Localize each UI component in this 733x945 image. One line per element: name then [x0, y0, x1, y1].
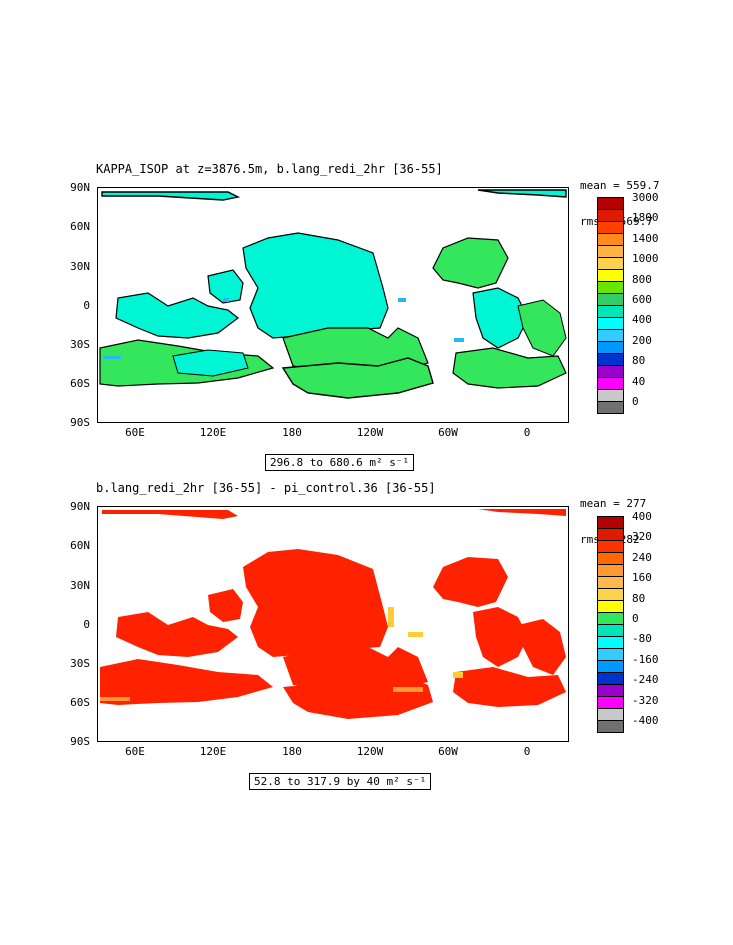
panel-1-arctic-east: [477, 189, 567, 198]
panel-1-title: KAPPA_ISOP at z=3876.5m, b.lang_redi_2hr…: [96, 162, 443, 176]
panel-1-atlantic-south: [452, 347, 567, 389]
panel-1-atlantic-mid: [472, 287, 529, 349]
panel-1-edge-2: [454, 338, 464, 342]
panel-1-colorbar-swatch: [597, 401, 624, 414]
panel-2-xlabel-180: 180: [282, 745, 302, 758]
panel-2-ylabel-90s: 90S: [70, 735, 90, 748]
panel-1-stats: mean = 559.7 rms = 569.7: [580, 156, 659, 252]
panel-1-colorbar-label: 1000: [632, 252, 659, 266]
panel-1-edge-3: [103, 356, 121, 359]
panel-2-arctic-east: [478, 509, 566, 516]
panel-2-ylabel-90n: 90N: [70, 500, 90, 513]
panel-2-colorbar-label: -160: [632, 652, 659, 666]
panel-2-xlabel-120w: 120W: [356, 745, 384, 758]
panel-1-colorbar-label: 1400: [632, 231, 659, 245]
panel-1-pacific: [242, 232, 389, 339]
panel-2-colorbar-label: -240: [632, 673, 659, 687]
panel-2-atlantic-mid: [473, 607, 528, 667]
panel-2-indian-east: [208, 589, 243, 622]
panel-2-xlabel-60e: 60E: [125, 745, 145, 758]
panel-2-ylabel-30s: 30S: [70, 657, 90, 670]
panel-2-mean: mean = 277: [580, 497, 647, 510]
panel-1-ylabel-30s: 30S: [70, 338, 90, 351]
panel-2-colorbar-label: -320: [632, 693, 659, 707]
panel-1-map: [97, 187, 569, 423]
panel-2-title: b.lang_redi_2hr [36-55] - pi_control.36 …: [96, 481, 436, 495]
panel-2-ylabel-60s: 60S: [70, 696, 90, 709]
panel-2-atlantic-south: [453, 667, 566, 707]
panel-1-ylabel-0: 0: [83, 299, 90, 312]
panel-1-ylabel-90s: 90S: [70, 416, 90, 429]
panel-1-xlabel-60w: 60W: [438, 426, 458, 439]
panel-2-pacific: [243, 549, 388, 657]
panel-1-map-fill: [99, 189, 567, 399]
panel-1-colorbar-label: 400: [632, 313, 652, 327]
panel-1-colorbar-label: 40: [632, 374, 646, 388]
panel-1-colorbar-label: 200: [632, 333, 652, 347]
panel-1-atlantic-north: [432, 237, 509, 289]
panel-1-xlabel-0: 0: [523, 426, 531, 439]
panel-1-south-mid: [281, 357, 434, 399]
panel-2-stats: mean = 277 rms = 282: [580, 474, 646, 570]
panel-1-colorbar-label: 80: [632, 354, 646, 368]
panel-1-edge-4: [223, 298, 229, 302]
panel-1-south-indian: [172, 349, 249, 377]
panel-1-xlabel-120w: 120W: [356, 426, 384, 439]
panel-1-xlabel-120e: 120E: [199, 426, 227, 439]
panel-2-atlantic-east: [518, 619, 566, 675]
panel-2-colorbar-label: -80: [632, 632, 652, 646]
panel-1-arctic-west: [101, 191, 241, 201]
panel-2-colorbar-label: 400: [632, 510, 652, 523]
panel-1-indian: [115, 292, 239, 339]
panel-2-colorbar-swatch: [597, 720, 624, 733]
panel-1-mean: mean = 559.7: [580, 179, 660, 192]
panel-1-colorbar-label: 1800: [632, 211, 659, 225]
panel-2-range: 52.8 to 317.9 by 40 m² s⁻¹: [249, 773, 432, 790]
panel-1-colorbar-label: 3000: [632, 191, 659, 204]
panel-1-xlabel-60e: 60E: [125, 426, 145, 439]
panel-2-edge-1: [388, 607, 394, 627]
panel-1-colorbar-label: 800: [632, 272, 652, 286]
panel-2-colorbar-label: 0: [632, 612, 639, 625]
panel-2-ylabel-60n: 60N: [70, 539, 90, 552]
panel-2-atlantic-north: [433, 557, 508, 607]
panel-2-xlabel-0: 0: [523, 745, 531, 758]
panel-1-atlantic-east: [517, 299, 567, 357]
panel-2-xlabel-120e: 120E: [199, 745, 227, 758]
panel-2-ylabel-30n: 30N: [70, 579, 90, 592]
panel-2-arctic-west: [102, 510, 238, 519]
panel-2-edge-2: [393, 687, 423, 692]
panel-1-indian-east: [207, 269, 244, 304]
panel-1-colorbar-label: 600: [632, 293, 652, 306]
panel-1-edge-1: [398, 298, 406, 302]
panel-2-colorbar-label: -400: [632, 714, 659, 727]
panel-2-edge-3: [100, 697, 130, 701]
panel-2-colorbar-label: 240: [632, 550, 652, 564]
panel-2-pacific-south: [283, 647, 428, 692]
panel-2-map: [97, 506, 569, 742]
panel-2-edge-4: [453, 672, 463, 678]
panel-2-colorbar-label: 320: [632, 530, 652, 544]
panel-2-colorbar-label: 160: [632, 571, 652, 585]
panel-2-indian: [116, 612, 238, 657]
panel-1-ylabel-30n: 30N: [70, 260, 90, 273]
panel-2-ylabel-0: 0: [83, 618, 90, 631]
panel-1-xlabel-180: 180: [282, 426, 302, 439]
panel-2-edge-5: [408, 632, 423, 637]
panel-2-south-west: [100, 659, 273, 705]
panel-2-xlabel-60w: 60W: [438, 745, 458, 758]
panel-1-ylabel-60s: 60S: [70, 377, 90, 390]
panel-2-map-fill: [100, 509, 566, 719]
panel-1-range: 296.8 to 680.6 m² s⁻¹: [265, 454, 415, 471]
panel-1-colorbar-label: 0: [632, 395, 639, 408]
panel-1-ylabel-90n: 90N: [70, 181, 90, 194]
panel-1-ylabel-60n: 60N: [70, 220, 90, 233]
panel-2-colorbar-label: 80: [632, 591, 646, 605]
